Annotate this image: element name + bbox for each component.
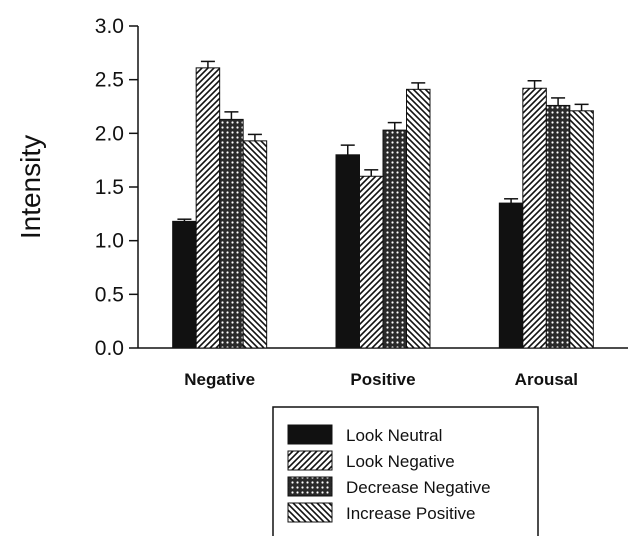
y-tick-label: 3.0	[95, 15, 124, 38]
bar-look-negative	[522, 87, 547, 349]
legend-box	[272, 406, 539, 536]
bar-look-negative	[359, 175, 384, 349]
y-tick-label: 1.0	[95, 230, 124, 253]
legend-swatch-look-negative	[287, 450, 333, 471]
bar-look-negative	[195, 67, 221, 349]
y-tick-label: 0.0	[95, 337, 124, 360]
category-label: Positive	[350, 370, 415, 389]
bar-look-neutral	[498, 202, 524, 349]
y-tick-label: 2.0	[95, 122, 124, 145]
bar-decrease-negative	[382, 129, 407, 349]
bar-decrease-negative	[219, 118, 244, 349]
legend-label: Decrease Negative	[346, 478, 491, 497]
legend-label: Increase Positive	[346, 504, 475, 523]
y-axis-title: Intensity	[15, 135, 46, 239]
bar-look-neutral	[335, 154, 360, 349]
legend-label: Look Negative	[346, 452, 455, 471]
legend-label: Look Neutral	[346, 426, 442, 445]
axes: 0.0 0.5 1.0 1.5 2.0 2.5 3.0 Intensity	[15, 15, 628, 360]
bar-increase-positive	[242, 140, 268, 349]
bar-increase-positive	[569, 110, 594, 349]
bars: Negative Positive Arousal	[172, 60, 594, 389]
bar-look-neutral	[172, 220, 197, 349]
y-tick-label: 2.5	[95, 69, 124, 92]
legend: Look Neutral Look Negative Decrease Negati…	[272, 406, 539, 536]
legend-swatch-decrease-negative	[287, 476, 333, 497]
category-label: Negative	[184, 370, 255, 389]
y-tick-label: 1.5	[95, 176, 124, 199]
bar-increase-positive	[406, 88, 431, 349]
legend-swatch-look-neutral	[287, 424, 333, 445]
category-label: Arousal	[515, 370, 578, 389]
legend-swatch-increase-positive	[287, 502, 333, 523]
bar-decrease-negative	[545, 104, 571, 349]
y-tick-label: 0.5	[95, 283, 124, 306]
